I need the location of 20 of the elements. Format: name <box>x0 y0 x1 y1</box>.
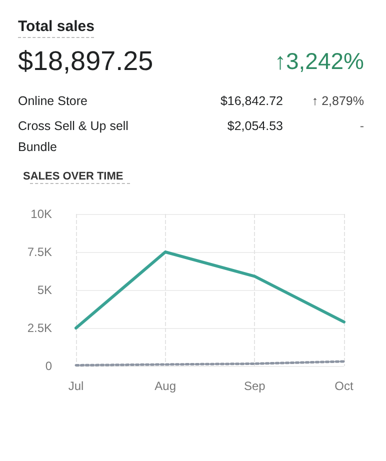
text: $18,897.25 <box>18 46 154 77</box>
text: $2,054.53 <box>226 118 283 135</box>
y-tick-label: 2.5K <box>27 321 52 335</box>
text: Online Store <box>18 93 88 110</box>
y-tick-label: 5K <box>37 283 52 297</box>
text: - <box>358 118 365 135</box>
y-tick-label: 0 <box>45 359 52 373</box>
text: $16,842.72 <box>219 93 283 110</box>
x-tick-label: Oct <box>334 379 354 393</box>
text: Cross Sell & Up sell Bundle <box>18 118 130 156</box>
text: ↑ 2,879% <box>310 93 365 110</box>
y-tick-label: 10K <box>30 207 52 221</box>
x-tick-label: Aug <box>154 379 176 393</box>
chart-title: SALES OVER TIME <box>23 170 124 182</box>
x-tick-label: Jul <box>68 379 84 393</box>
x-tick-label: Sep <box>244 379 266 393</box>
line-series <box>74 250 346 330</box>
text: ↑3,242% <box>274 48 365 75</box>
text: Total sales <box>18 18 94 38</box>
y-tick-label: 7.5K <box>27 245 52 259</box>
